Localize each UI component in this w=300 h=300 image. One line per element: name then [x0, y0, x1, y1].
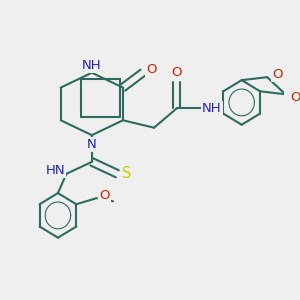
- Text: NH: NH: [202, 102, 222, 115]
- Text: O: O: [146, 63, 157, 76]
- Text: HN: HN: [45, 164, 65, 177]
- Text: O: O: [290, 91, 300, 104]
- Text: O: O: [99, 189, 110, 202]
- Text: S: S: [122, 166, 132, 181]
- Text: O: O: [171, 66, 182, 79]
- Text: NH: NH: [82, 59, 102, 72]
- Text: O: O: [272, 68, 282, 81]
- Text: N: N: [87, 138, 97, 151]
